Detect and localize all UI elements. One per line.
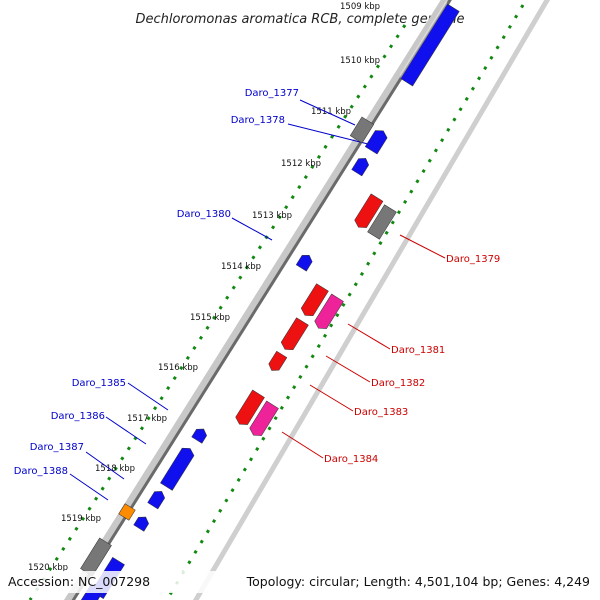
gene-label-daro-1388[interactable]: Daro_1388 (14, 466, 68, 477)
gene-feature-daro-1388[interactable] (133, 514, 151, 532)
tick-label: 1517 kbp (127, 414, 167, 424)
leader-line (281, 431, 324, 459)
tick-label: 1518 kbp (95, 464, 135, 474)
gene-feature-daro-1378[interactable] (364, 127, 389, 155)
tick-label: 1513 kbp (252, 211, 292, 221)
gene-label-daro-1383[interactable]: Daro_1383 (354, 407, 408, 418)
gene-label-daro-1378[interactable]: Daro_1378 (231, 115, 285, 126)
topology-summary: Topology: circular; Length: 4,501,104 bp… (246, 574, 590, 589)
tick-label: 1519 kbp (61, 514, 101, 524)
map-title: Dechloromonas aromatica RCB, complete ge… (135, 12, 464, 27)
tick-label: 1511 kbp (311, 107, 351, 117)
tick-label: 1510 kbp (340, 56, 380, 66)
gene-label-daro-1384[interactable]: Daro_1384 (324, 454, 378, 465)
tick-labels: 1509 kbp 1510 kbp 1511 kbp 1512 kbp 1513… (28, 2, 380, 573)
leader-line (85, 451, 125, 480)
gene-feature-daro-1383[interactable] (267, 350, 288, 373)
gene-label-daro-1381[interactable]: Daro_1381 (391, 345, 445, 356)
tick-label: 1516 kbp (158, 363, 198, 373)
gene-feature[interactable] (299, 283, 329, 319)
leader-line (347, 323, 391, 350)
gene-feature-daro-1387[interactable] (118, 503, 136, 521)
gene-feature-daro-1386[interactable] (160, 445, 196, 491)
gene-feature[interactable] (351, 155, 371, 177)
tick-label: 1509 kbp (340, 2, 380, 12)
tick-label: 1514 kbp (221, 262, 261, 272)
gene-label-daro-1377[interactable]: Daro_1377 (245, 88, 299, 99)
leader-line (287, 123, 369, 145)
leader-line (231, 217, 273, 241)
leader-line (105, 416, 147, 445)
leader-line (399, 234, 446, 259)
gene-feature-daro-1377[interactable] (349, 116, 375, 144)
gene-features (80, 0, 461, 600)
leader-line (325, 355, 371, 383)
leader-line (299, 99, 356, 126)
gene-label-daro-1387[interactable]: Daro_1387 (30, 442, 84, 453)
tick-label: 1512 kbp (281, 159, 321, 169)
gene-feature-daro-1379[interactable] (367, 204, 397, 240)
gene-feature-daro-1384[interactable] (248, 400, 279, 439)
gene-feature-daro-1385[interactable] (191, 426, 209, 444)
leader-line (69, 473, 109, 501)
gene-leader-lines (69, 99, 446, 501)
gene-label-daro-1385[interactable]: Daro_1385 (72, 378, 126, 389)
gene-feature[interactable] (234, 389, 265, 428)
gene-feature-daro-1382[interactable] (279, 317, 309, 353)
leader-line (127, 382, 169, 411)
gene-labels: Daro_1377 Daro_1378 Daro_1379 Daro_1380 … (14, 88, 501, 477)
leader-line (309, 384, 354, 412)
gene-label-daro-1380[interactable]: Daro_1380 (177, 209, 231, 220)
gene-feature-daro-1380[interactable] (295, 252, 314, 272)
accession-text: Accession: NC_007298 (8, 574, 150, 589)
gene-feature[interactable] (398, 0, 461, 87)
inner-tick-track (166, 4, 525, 599)
gene-feature[interactable] (353, 193, 384, 231)
gene-label-daro-1386[interactable]: Daro_1386 (51, 411, 105, 422)
gene-feature-daro-1381[interactable] (313, 293, 344, 332)
gene-feature[interactable] (147, 488, 167, 510)
tick-label: 1515 kbp (190, 313, 230, 323)
gene-label-daro-1379[interactable]: Daro_1379 (446, 254, 500, 265)
genome-backbone (64, 0, 551, 600)
tick-label: 1520 kbp (28, 563, 68, 573)
gene-label-daro-1382[interactable]: Daro_1382 (371, 378, 425, 389)
